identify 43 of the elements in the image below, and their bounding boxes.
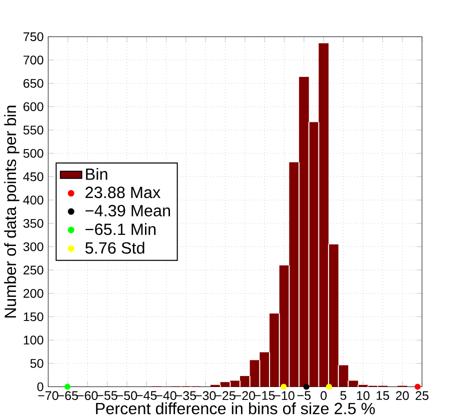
legend-label: 5.76 Std xyxy=(85,242,144,254)
x-tick-label: −5 xyxy=(297,390,311,400)
y-tick-label: 100 xyxy=(24,335,44,344)
x-tick-label: −10 xyxy=(274,390,294,400)
x-tick-label: −40 xyxy=(156,390,176,400)
x-tick-label: −60 xyxy=(78,390,98,400)
x-tick-label: −55 xyxy=(97,390,118,400)
y-tick-label: 600 xyxy=(24,102,44,111)
y-tick-label: 450 xyxy=(23,172,44,181)
x-tick-label: −35 xyxy=(176,390,196,400)
legend-label: −4.39 Mean xyxy=(86,204,170,216)
y-tick-label: 750 xyxy=(24,32,44,41)
y-tick-label: 700 xyxy=(24,55,44,64)
x-tick-label: −50 xyxy=(116,390,137,400)
y-tick-label: 150 xyxy=(24,312,44,321)
x-tick-label: 5 xyxy=(340,390,346,400)
y-axis-title: Number of data points per bin xyxy=(4,106,20,318)
x-tick-label: 20 xyxy=(396,390,409,400)
x-tick-label: 10 xyxy=(356,390,370,400)
y-tick-label: 0 xyxy=(37,382,44,391)
x-tick-label: 0 xyxy=(320,390,327,400)
y-tick-label: 650 xyxy=(24,78,44,88)
y-tick-label: 400 xyxy=(23,195,44,204)
legend-label: Bin xyxy=(86,168,108,180)
y-tick-label: 550 xyxy=(23,125,44,134)
x-tick-label: −65 xyxy=(58,390,78,400)
y-tick-label: 250 xyxy=(24,265,44,274)
y-tick-label: 350 xyxy=(23,218,44,228)
legend-label: 23.88 Max xyxy=(86,186,160,198)
y-tick-label: 500 xyxy=(23,148,44,158)
x-tick-label: −45 xyxy=(136,390,157,400)
x-tick-label: −25 xyxy=(215,390,236,400)
y-tick-label: 200 xyxy=(24,288,44,298)
y-tick-label: 50 xyxy=(30,358,44,368)
y-tick-label: 300 xyxy=(23,242,44,251)
x-tick-label: 25 xyxy=(416,390,428,400)
x-tick-label: −70 xyxy=(38,390,58,400)
x-tick-label: 15 xyxy=(376,390,390,400)
x-tick-label: −15 xyxy=(254,390,275,400)
x-tick-label: −20 xyxy=(234,390,256,400)
legend-label: −65.1 Min xyxy=(86,222,156,235)
x-tick-label: −30 xyxy=(196,390,216,400)
x-axis-title: Percent difference in bins of size 2.5 % xyxy=(96,402,375,414)
